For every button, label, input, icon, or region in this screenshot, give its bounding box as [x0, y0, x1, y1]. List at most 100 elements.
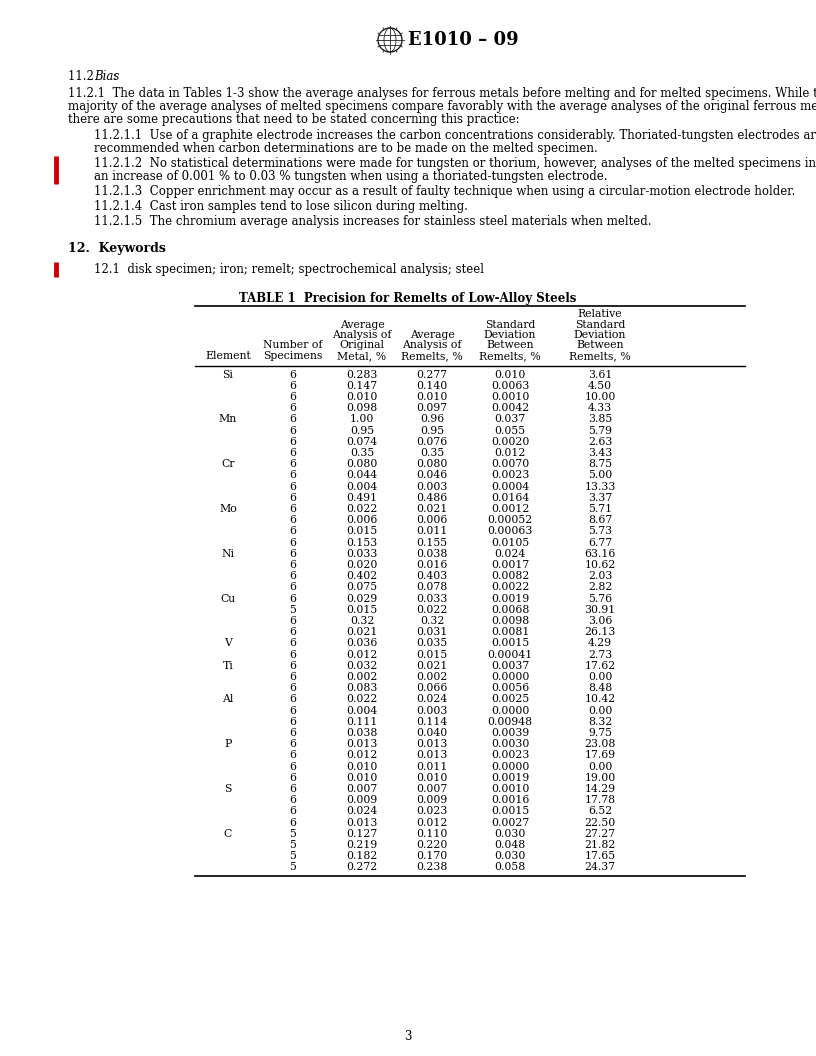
Text: 6.77: 6.77	[588, 538, 612, 547]
Text: S: S	[224, 784, 232, 794]
Text: 0.038: 0.038	[346, 728, 378, 738]
Text: 5.76: 5.76	[588, 593, 612, 603]
Text: 0.0082: 0.0082	[490, 571, 530, 581]
Text: 0.009: 0.009	[346, 795, 378, 805]
Text: 8.48: 8.48	[588, 683, 612, 693]
Text: 0.402: 0.402	[346, 571, 378, 581]
Text: 6: 6	[290, 515, 296, 525]
Text: 11.2.1.3  Copper enrichment may occur as a result of faulty technique when using: 11.2.1.3 Copper enrichment may occur as …	[94, 185, 796, 199]
Text: 0.012: 0.012	[346, 649, 378, 660]
Text: 6: 6	[290, 761, 296, 772]
Text: 5: 5	[290, 851, 296, 861]
Text: 6: 6	[290, 538, 296, 547]
Text: 3.37: 3.37	[588, 493, 612, 503]
Text: 21.82: 21.82	[584, 840, 616, 850]
Text: 6: 6	[290, 593, 296, 603]
Text: Si: Si	[223, 370, 233, 379]
Text: 0.0000: 0.0000	[490, 761, 530, 772]
Text: 6: 6	[290, 392, 296, 402]
Text: 0.009: 0.009	[416, 795, 448, 805]
Text: 6: 6	[290, 773, 296, 782]
Text: 6: 6	[290, 739, 296, 749]
Text: Element: Element	[205, 351, 251, 361]
Text: 0.0037: 0.0037	[491, 661, 529, 671]
Text: E1010 – 09: E1010 – 09	[408, 31, 519, 49]
Text: 6: 6	[290, 683, 296, 693]
Text: 0.013: 0.013	[346, 817, 378, 828]
Text: 0.0019: 0.0019	[491, 593, 529, 603]
Text: 0.0022: 0.0022	[490, 582, 530, 592]
Text: 0.0063: 0.0063	[490, 381, 530, 391]
Text: Al: Al	[222, 694, 233, 704]
Text: :: :	[113, 70, 117, 83]
Text: 0.00: 0.00	[588, 705, 612, 716]
Text: 11.2.1.2  No statistical determinations were made for tungsten or thorium, howev: 11.2.1.2 No statistical determinations w…	[94, 157, 816, 170]
Text: 23.08: 23.08	[584, 739, 616, 749]
Text: 5: 5	[290, 829, 296, 838]
Text: 0.238: 0.238	[416, 863, 448, 872]
Text: 4.29: 4.29	[588, 638, 612, 648]
Text: 2.63: 2.63	[588, 437, 612, 447]
Text: 11.2: 11.2	[68, 70, 101, 83]
Text: Original: Original	[339, 340, 384, 351]
Text: Remelts, %: Remelts, %	[479, 351, 541, 361]
Text: 0.011: 0.011	[416, 761, 448, 772]
Text: 14.29: 14.29	[584, 784, 615, 794]
Text: Specimens: Specimens	[264, 351, 322, 361]
Text: 5: 5	[290, 863, 296, 872]
Text: 0.024: 0.024	[494, 549, 526, 559]
Text: 27.27: 27.27	[584, 829, 615, 838]
Text: 0.036: 0.036	[346, 638, 378, 648]
Text: 0.220: 0.220	[416, 840, 448, 850]
Text: 17.69: 17.69	[584, 751, 615, 760]
Text: 0.022: 0.022	[346, 504, 378, 514]
Text: 0.098: 0.098	[346, 403, 378, 413]
Text: 0.96: 0.96	[420, 414, 444, 425]
Text: 0.00063: 0.00063	[487, 526, 533, 536]
Text: 6: 6	[290, 437, 296, 447]
Text: 6: 6	[290, 638, 296, 648]
Text: 6: 6	[290, 482, 296, 491]
Text: 0.283: 0.283	[346, 370, 378, 379]
Text: 0.074: 0.074	[347, 437, 378, 447]
Text: 0.076: 0.076	[416, 437, 448, 447]
Text: 0.010: 0.010	[494, 370, 526, 379]
Text: Bias: Bias	[94, 70, 119, 83]
Text: 22.50: 22.50	[584, 817, 615, 828]
Text: 6: 6	[290, 728, 296, 738]
Text: Standard: Standard	[485, 320, 535, 329]
Text: 0.031: 0.031	[416, 627, 448, 637]
Text: 11.2.1  The data in Tables 1-3 show the average analyses for ferrous metals befo: 11.2.1 The data in Tables 1-3 show the a…	[68, 87, 816, 100]
Text: 0.0000: 0.0000	[490, 672, 530, 682]
Text: 6: 6	[290, 649, 296, 660]
Text: 0.95: 0.95	[420, 426, 444, 435]
Text: 0.002: 0.002	[416, 672, 448, 682]
Text: 6: 6	[290, 817, 296, 828]
Text: 6: 6	[290, 470, 296, 480]
Text: 0.010: 0.010	[346, 761, 378, 772]
Text: 0.022: 0.022	[346, 694, 378, 704]
Text: 0.0016: 0.0016	[490, 795, 530, 805]
Text: 6: 6	[290, 582, 296, 592]
Text: 0.00948: 0.00948	[487, 717, 533, 727]
Text: 0.0019: 0.0019	[491, 773, 529, 782]
Text: 0.491: 0.491	[347, 493, 378, 503]
Text: Number of: Number of	[264, 340, 323, 351]
Text: 0.015: 0.015	[416, 649, 448, 660]
Text: 0.040: 0.040	[416, 728, 448, 738]
Text: 0.004: 0.004	[346, 482, 378, 491]
Text: 0.006: 0.006	[346, 515, 378, 525]
Text: 3.43: 3.43	[588, 448, 612, 458]
Text: 0.111: 0.111	[346, 717, 378, 727]
Text: 0.029: 0.029	[346, 593, 378, 603]
Text: 0.007: 0.007	[346, 784, 378, 794]
Text: 0.147: 0.147	[347, 381, 378, 391]
Text: Between: Between	[576, 340, 623, 351]
Text: 5: 5	[290, 840, 296, 850]
Text: majority of the average analyses of melted specimens compare favorably with the : majority of the average analyses of melt…	[68, 100, 816, 113]
Text: 0.048: 0.048	[494, 840, 526, 850]
Text: 6: 6	[290, 795, 296, 805]
Text: 0.0017: 0.0017	[491, 560, 529, 570]
Text: 0.013: 0.013	[416, 739, 448, 749]
Text: Mo: Mo	[220, 504, 237, 514]
